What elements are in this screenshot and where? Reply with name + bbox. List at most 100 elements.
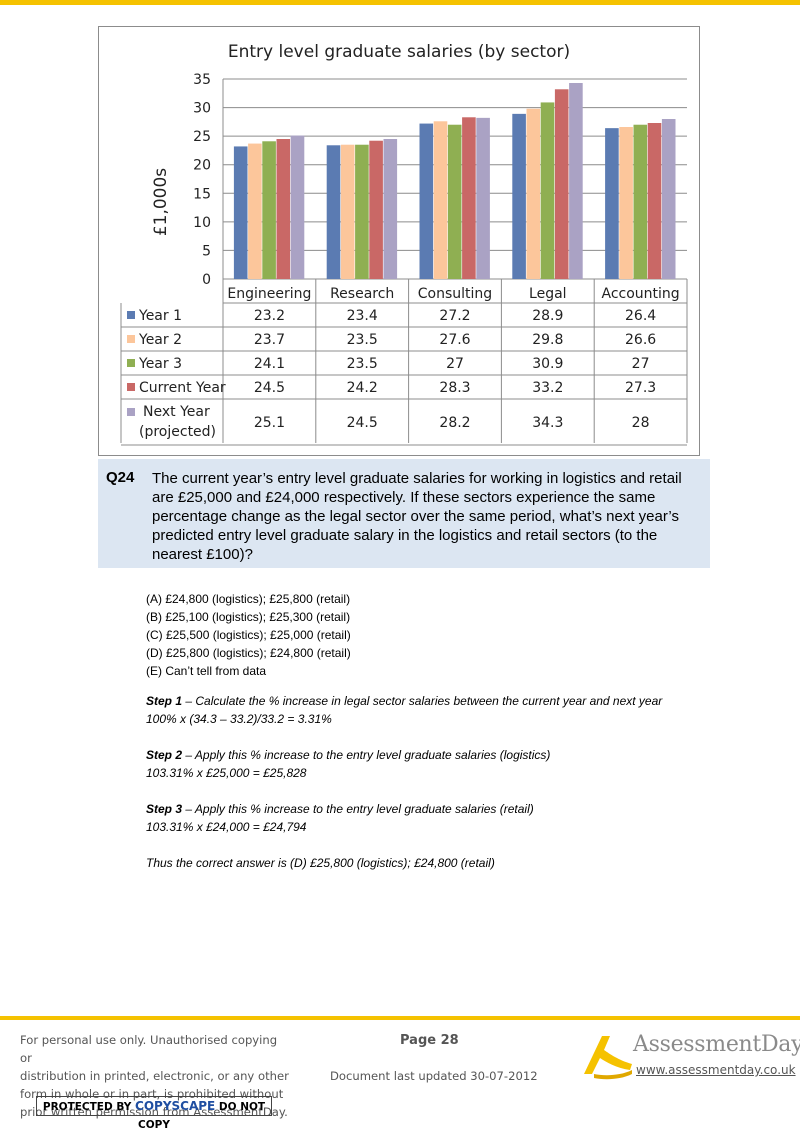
- bar: [419, 123, 434, 279]
- x-tick-label: Engineering: [227, 286, 311, 302]
- notice-line: For personal use only. Unauthorised copy…: [20, 1033, 278, 1065]
- y-tick-label: 20: [193, 158, 211, 174]
- bar: [605, 128, 619, 279]
- bar: [476, 117, 490, 279]
- step-2-text: – Apply this % increase to the entry lev…: [182, 748, 551, 762]
- legend-swatch: [127, 359, 135, 367]
- data-label: 28.2: [439, 415, 470, 431]
- data-label: 24.2: [347, 380, 378, 396]
- bar: [326, 145, 341, 279]
- bar: [647, 123, 662, 279]
- top-accent-bar: [0, 0, 800, 5]
- y-tick-label: 10: [193, 215, 211, 231]
- y-tick-label: 25: [193, 129, 211, 145]
- legend-label: Next Year: [143, 404, 210, 420]
- step-2-label: Step 2: [146, 748, 183, 762]
- bar: [276, 139, 291, 279]
- x-tick-label: Consulting: [418, 286, 492, 302]
- salary-chart: Entry level graduate salaries (by sector…: [98, 26, 700, 456]
- legend-swatch: [127, 335, 135, 343]
- y-axis-label: £1,000s: [151, 168, 171, 236]
- x-tick-label: Legal: [529, 286, 567, 302]
- data-label: 23.2: [254, 308, 285, 324]
- data-label: 26.4: [625, 308, 656, 324]
- step-1-text: – Calculate the % increase in legal sect…: [182, 694, 663, 708]
- step-3-calc: 103.31% x £24,000 = £24,794: [146, 820, 307, 834]
- step-2: Step 2 – Apply this % increase to the en…: [146, 746, 706, 782]
- question-number: Q24: [106, 469, 135, 486]
- copyscape-brand: COPYSCAPE: [135, 1099, 216, 1113]
- data-label: 23.7: [254, 332, 285, 348]
- chart-title: Entry level graduate salaries (by sector…: [228, 42, 570, 62]
- legend-label: Current Year: [139, 380, 226, 396]
- data-label: 33.2: [532, 380, 563, 396]
- data-label: 27: [446, 356, 464, 372]
- data-label: 24.5: [254, 380, 285, 396]
- x-tick-label: Accounting: [602, 286, 680, 302]
- copyscape-badge[interactable]: PROTECTED BY COPYSCAPE DO NOT COPY: [36, 1096, 272, 1131]
- bar: [369, 140, 383, 279]
- data-label: 30.9: [532, 356, 563, 372]
- bar: [248, 143, 262, 279]
- legend-swatch: [127, 383, 135, 391]
- bar: [340, 144, 355, 279]
- step-3-text: – Apply this % increase to the entry lev…: [182, 802, 534, 816]
- data-label: 26.6: [625, 332, 656, 348]
- notice-line: distribution in printed, electronic, or …: [20, 1069, 289, 1083]
- question-box: Q24 The current year’s entry level gradu…: [98, 459, 710, 568]
- brand-name: AssessmentDay: [633, 1032, 800, 1057]
- data-label: 27: [632, 356, 650, 372]
- data-label: 23.5: [347, 332, 378, 348]
- option-a: (A) £24,800 (logistics); £25,800 (retail…: [146, 592, 351, 606]
- data-label: 27.3: [625, 380, 656, 396]
- data-label: 28.3: [439, 380, 470, 396]
- bar: [462, 117, 476, 280]
- bar: [661, 119, 676, 279]
- bar: [433, 121, 448, 280]
- answer-options: (A) £24,800 (logistics); £25,800 (retail…: [146, 590, 351, 680]
- legend-label: Year 3: [138, 356, 182, 372]
- option-b: (B) £25,100 (logistics); £25,300 (retail…: [146, 610, 351, 624]
- data-label: 27.2: [439, 308, 470, 324]
- legend-label: Year 1: [138, 308, 182, 324]
- bar: [447, 124, 462, 279]
- solution-steps: Step 1 – Calculate the % increase in leg…: [146, 692, 706, 890]
- bar: [512, 113, 526, 279]
- brand-url-link[interactable]: www.assessmentday.co.uk: [636, 1063, 796, 1077]
- data-label: 28.9: [532, 308, 563, 324]
- step-3: Step 3 – Apply this % increase to the en…: [146, 800, 706, 836]
- y-tick-label: 30: [193, 101, 211, 117]
- y-tick-label: 0: [202, 272, 211, 288]
- data-label: 27.6: [439, 332, 470, 348]
- step-1-calc: 100% x (34.3 – 33.2)/33.2 = 3.31%: [146, 712, 332, 726]
- step-1-label: Step 1: [146, 694, 183, 708]
- bar: [633, 124, 648, 279]
- page-number: Page 28: [400, 1033, 459, 1048]
- data-label: 23.4: [347, 308, 378, 324]
- legend-swatch: [127, 311, 135, 319]
- step-3-label: Step 3: [146, 802, 183, 816]
- bar: [383, 139, 398, 279]
- bar: [262, 141, 276, 279]
- bar: [569, 83, 583, 279]
- option-e: (E) Can’t tell from data: [146, 664, 267, 678]
- option-c: (C) £25,500 (logistics); £25,000 (retail…: [146, 628, 351, 642]
- copyscape-pre: PROTECTED BY: [42, 1101, 136, 1113]
- legend-label: (projected): [139, 424, 216, 440]
- step-1: Step 1 – Calculate the % increase in leg…: [146, 692, 706, 728]
- bar: [233, 146, 248, 279]
- option-d: (D) £25,800 (logistics); £24,800 (retail…: [146, 646, 351, 660]
- data-label: 24.1: [254, 356, 285, 372]
- data-label: 24.5: [347, 415, 378, 431]
- legend-label: Year 2: [138, 332, 182, 348]
- data-label: 29.8: [532, 332, 563, 348]
- bar: [554, 89, 569, 280]
- data-label: 25.1: [254, 415, 285, 431]
- bars: [233, 83, 676, 280]
- footer-accent-bar: [0, 1016, 800, 1020]
- y-tick-label: 35: [193, 72, 211, 88]
- bar: [355, 144, 369, 279]
- question-text: The current year’s entry level graduate …: [152, 470, 682, 563]
- y-tick-label: 5: [202, 243, 211, 259]
- data-label: 34.3: [532, 415, 563, 431]
